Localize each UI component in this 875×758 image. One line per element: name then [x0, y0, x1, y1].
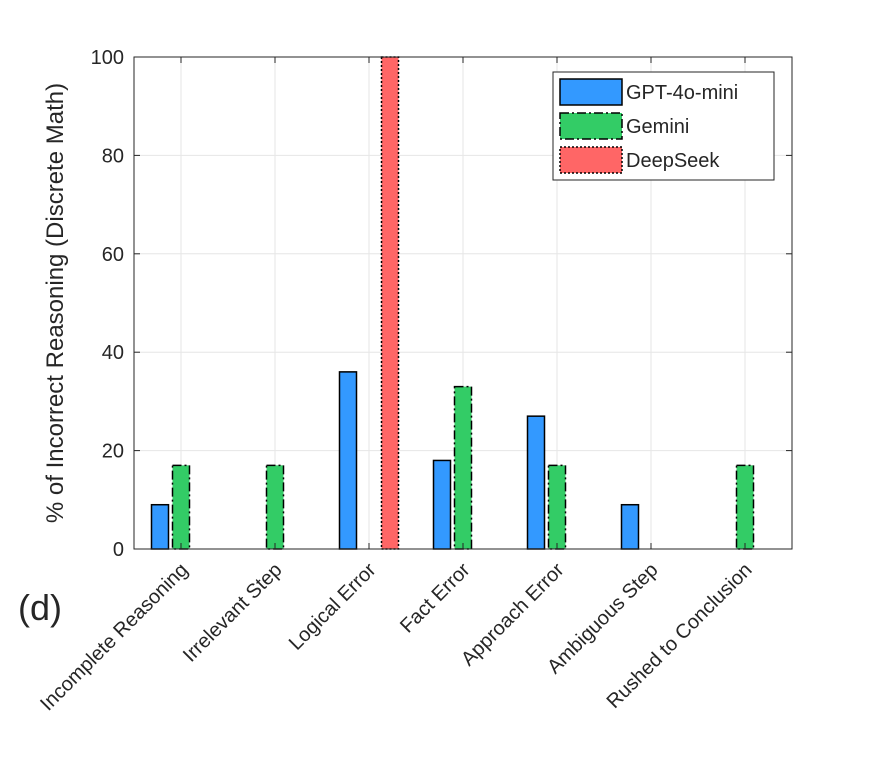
legend-label: DeepSeek [626, 150, 720, 172]
bar-gemini [265, 464, 285, 550]
legend-swatch [559, 78, 623, 106]
bar-gemini [735, 464, 755, 550]
bars [150, 56, 755, 550]
bar-gemini [547, 464, 567, 550]
axes [133, 56, 793, 550]
y-tick-label: 80 [102, 145, 124, 167]
legend-swatch [559, 112, 623, 140]
y-axis-label: % of Incorrect Reasoning (Discrete Math) [42, 83, 69, 523]
legend-label: GPT-4o-mini [626, 82, 738, 104]
bar-deepseek [380, 56, 400, 550]
legend: GPT-4o-mini Gemini DeepSeek [552, 71, 775, 181]
bar-gpt-4o-mini [526, 415, 546, 550]
y-tick-label: 60 [102, 244, 124, 266]
y-tick-label: 40 [102, 342, 124, 364]
y-tick-labels: 0 20 40 60 80 100 [91, 47, 124, 561]
bar-gpt-4o-mini [432, 459, 452, 550]
x-tick-label: Incomplete Reasoning [36, 559, 192, 715]
bar-gpt-4o-mini [620, 503, 640, 550]
panel-label: (d) [18, 587, 62, 628]
y-tick-label: 20 [102, 441, 124, 463]
x-tick-label: Logical Error [285, 559, 381, 655]
x-tick-label: Irrelevant Step [179, 559, 287, 667]
bar-gemini [171, 464, 191, 550]
bar-gpt-4o-mini [150, 503, 170, 550]
y-tick-label: 0 [113, 539, 124, 561]
bar-gemini [453, 385, 473, 550]
x-tick-label: Fact Error [396, 559, 475, 638]
legend-label: Gemini [626, 116, 689, 138]
legend-swatch [559, 146, 623, 174]
y-tick-label: 100 [91, 47, 124, 69]
bar-gpt-4o-mini [338, 371, 358, 550]
